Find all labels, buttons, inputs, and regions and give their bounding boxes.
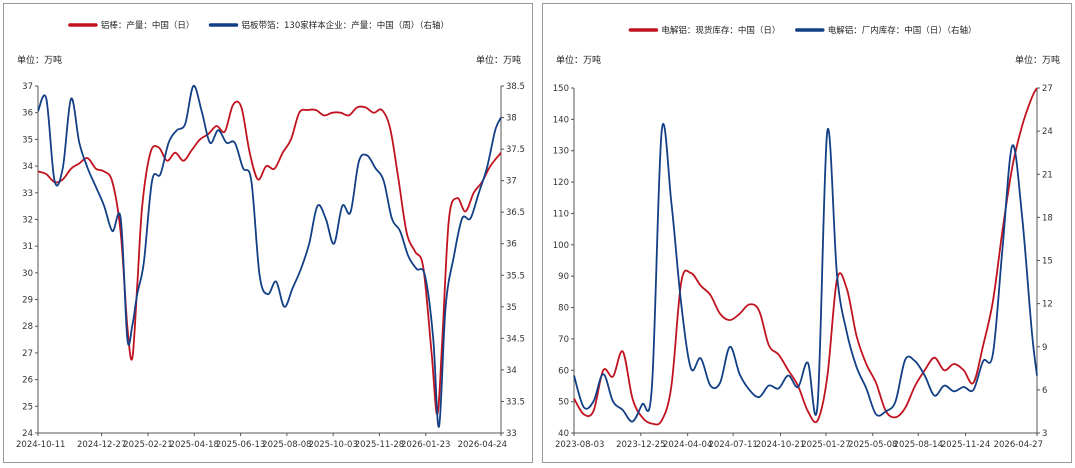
- x-tick-label: 2024-04-04: [663, 440, 712, 450]
- y-left-tick-label: 34: [22, 162, 33, 172]
- series-line-2: [573, 122, 1038, 423]
- y-right-tick-label: 35.5: [506, 271, 525, 281]
- unit-label-right: 单位：万吨: [1015, 54, 1060, 66]
- y-left-tick-label: 130: [553, 147, 569, 157]
- y-left-tick-label: 28: [22, 322, 33, 332]
- y-left-tick-label: 120: [553, 178, 569, 188]
- y-left-tick-label: 25: [22, 402, 33, 412]
- y-right-tick-label: 38.5: [506, 82, 525, 92]
- legend-label: 电解铝：现货库存：中国（日）: [661, 25, 780, 36]
- y-left-tick-label: 40: [558, 429, 569, 439]
- unit-label-left: 单位：万吨: [556, 54, 601, 66]
- y-left-tick-label: 60: [558, 366, 569, 376]
- x-tick-label: 2025-11-24: [941, 440, 990, 450]
- chart-right: 电解铝：现货库存：中国（日） 电解铝：厂内库存：中国（日）（右轴） 单位：万吨 单位：…: [553, 25, 1060, 450]
- y-left-tick-label: 29: [22, 296, 33, 306]
- y-left-tick-label: 90: [558, 272, 569, 282]
- unit-label-left: 单位：万吨: [17, 54, 62, 66]
- y-left-tick-label: 150: [553, 84, 569, 94]
- y-left-tick-label: 80: [558, 304, 569, 314]
- series-line-2: [37, 85, 502, 428]
- x-tick-label: 2025-02-21: [123, 440, 172, 450]
- series-line-1: [573, 87, 1038, 426]
- x-tick-label: 2023-12-25: [616, 440, 665, 450]
- y-left-tick-label: 140: [553, 115, 569, 125]
- chart-panel-right: 电解铝：现货库存：中国（日） 电解铝：厂内库存：中国（日）（右轴） 单位：万吨 单位：…: [542, 3, 1072, 463]
- y-left-tick-label: 24: [22, 429, 33, 439]
- x-tick-label: 2025-05-08: [848, 440, 897, 450]
- legend: 铝棒：产量：中国（日） 铝板带箔：130家样本企业：产量：中国（周）（右轴）: [68, 20, 449, 31]
- legend-label: 电解铝：厂内库存：中国（日）（右轴）: [828, 25, 977, 36]
- y-left-tick-label: 32: [22, 215, 33, 225]
- unit-label-right: 单位：万吨: [476, 54, 521, 66]
- y-right-tick-label: 33.5: [506, 397, 525, 407]
- x-tick-label: 2025-10-03: [308, 440, 357, 450]
- x-tick-label: 2025-08-14: [894, 440, 943, 450]
- y-left-tick-label: 30: [22, 269, 33, 279]
- y-right-tick-label: 15: [1042, 257, 1053, 267]
- y-left-tick-label: 33: [22, 189, 33, 199]
- y-right-tick-label: 37: [506, 177, 517, 187]
- y-right-tick-label: 3: [1042, 429, 1047, 439]
- y-left-tick-label: 31: [22, 242, 33, 252]
- y-right-tick-label: 18: [1042, 213, 1053, 223]
- x-tick-label: 2024-12-27: [77, 440, 126, 450]
- y-left-tick-label: 110: [553, 209, 569, 219]
- y-left-tick-label: 26: [22, 376, 33, 386]
- y-right-tick-label: 12: [1042, 300, 1053, 310]
- x-tick-label: 2025-11-28: [355, 440, 404, 450]
- series-line-1: [37, 100, 502, 416]
- y-left-tick-label: 35: [22, 135, 33, 145]
- y-right-tick-label: 6: [1042, 386, 1047, 396]
- x-tick-label: 2026-04-24: [458, 440, 507, 450]
- y-right-tick-label: 35: [506, 303, 517, 313]
- x-tick-label: 2024-10-21: [756, 440, 805, 450]
- y-right-tick-label: 36.5: [506, 208, 525, 218]
- y-right-tick-label: 9: [1042, 343, 1047, 353]
- y-right-tick-label: 36: [506, 240, 517, 250]
- y-left-tick-label: 100: [553, 241, 569, 251]
- y-right-tick-label: 34.5: [506, 334, 525, 344]
- y-left-tick-label: 37: [22, 82, 33, 92]
- x-tick-label: 2026-01-23: [401, 440, 450, 450]
- y-left-tick-label: 27: [22, 349, 33, 359]
- y-left-tick-label: 36: [22, 109, 33, 119]
- y-left-tick-label: 70: [558, 335, 569, 345]
- y-left-tick-label: 50: [558, 398, 569, 408]
- x-tick-label: 2025-08-08: [262, 440, 311, 450]
- x-tick-label: 2025-01-27: [801, 440, 850, 450]
- y-right-tick-label: 27: [1042, 84, 1053, 94]
- chart-panel-left: 铝棒：产量：中国（日） 铝板带箔：130家样本企业：产量：中国（周）（右轴） 单位：…: [3, 3, 533, 463]
- y-right-tick-label: 24: [1042, 127, 1053, 137]
- y-right-tick-label: 33: [506, 429, 517, 439]
- y-right-tick-label: 34: [506, 366, 517, 376]
- x-tick-label: 2025-04-18: [170, 440, 219, 450]
- legend-label: 铝棒：产量：中国（日）: [101, 20, 195, 31]
- x-tick-label: 2026-04-27: [994, 440, 1043, 450]
- x-tick-label: 2024-10-11: [16, 440, 65, 450]
- y-right-tick-label: 21: [1042, 170, 1053, 180]
- x-tick-label: 2025-06-13: [216, 440, 265, 450]
- y-right-tick-label: 37.5: [506, 145, 525, 155]
- legend-label: 铝板带箔：130家样本企业：产量：中国（周）（右轴）: [242, 20, 449, 31]
- y-right-tick-label: 38: [506, 114, 517, 124]
- chart-left: 铝棒：产量：中国（日） 铝板带箔：130家样本企业：产量：中国（周）（右轴） 单位：…: [16, 20, 525, 450]
- x-tick-label: 2023-08-03: [555, 440, 604, 450]
- legend: 电解铝：现货库存：中国（日） 电解铝：厂内库存：中国（日）（右轴）: [628, 25, 977, 36]
- x-tick-label: 2024-07-11: [708, 440, 757, 450]
